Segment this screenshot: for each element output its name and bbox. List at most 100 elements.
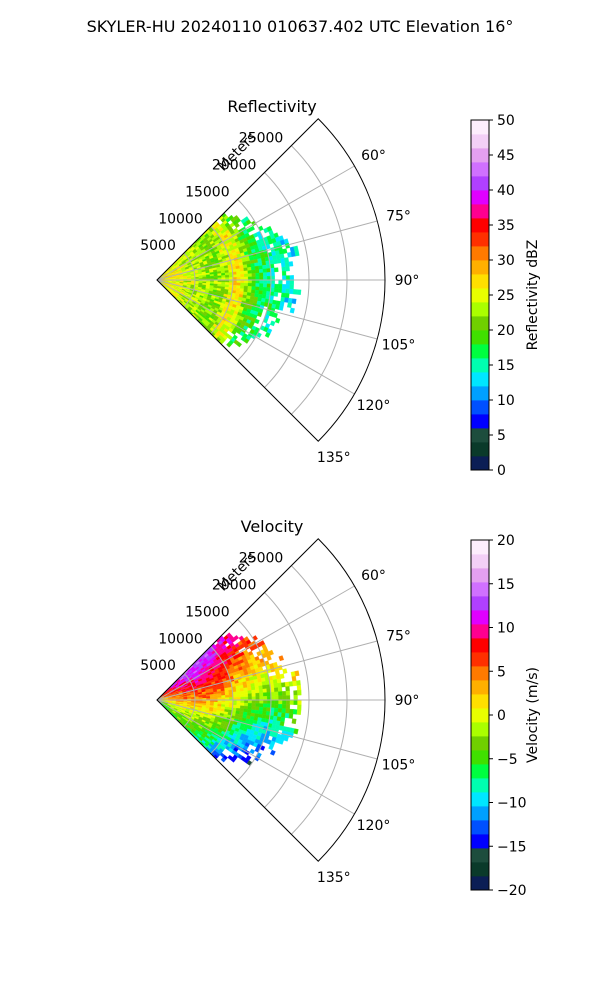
data-cell — [234, 222, 240, 229]
colorbar-swatch — [471, 246, 489, 261]
data-cell — [259, 279, 264, 284]
data-cell — [236, 705, 241, 709]
data-cell — [274, 699, 279, 705]
data-cell — [255, 699, 260, 704]
data-cell — [287, 302, 292, 308]
data-cell — [282, 699, 287, 705]
radial-tick-label: 10000 — [158, 631, 203, 647]
colorbar-swatch — [471, 190, 489, 205]
data-cell — [277, 687, 283, 692]
data-cell — [263, 272, 268, 277]
data-cell — [281, 712, 286, 718]
colorbar-swatch — [471, 344, 489, 359]
data-cell — [255, 283, 260, 288]
data-cell — [247, 266, 252, 271]
data-cell — [255, 706, 260, 711]
data-cell — [243, 687, 248, 692]
data-cell — [254, 709, 260, 715]
data-cell — [249, 225, 256, 232]
data-cell — [258, 265, 263, 270]
data-cell — [247, 686, 252, 691]
data-cell — [262, 287, 268, 292]
data-cell — [255, 692, 260, 697]
data-cell — [243, 270, 249, 275]
data-cell — [236, 691, 241, 695]
data-cell — [243, 285, 249, 290]
colorbar-swatch — [471, 750, 489, 765]
data-cell — [280, 716, 286, 723]
data-cell — [276, 716, 282, 722]
data-cell — [202, 696, 207, 699]
data-cell — [269, 320, 276, 327]
colorbar-swatch — [471, 456, 489, 471]
data-cell — [258, 268, 264, 274]
data-cell — [255, 703, 260, 708]
data-cell — [257, 312, 263, 318]
colorbar-swatch — [471, 148, 489, 163]
data-cell — [268, 649, 274, 656]
data-cell — [277, 708, 283, 713]
colorbar-swatch — [471, 666, 489, 681]
data-cell — [263, 703, 268, 708]
radial-tick-label: 25000 — [239, 131, 284, 147]
colorbar-swatch — [471, 400, 489, 415]
data-cell — [273, 711, 279, 717]
data-cell — [277, 288, 283, 293]
colorbar-tick-label: −15 — [497, 839, 527, 855]
data-cell — [257, 681, 263, 687]
data-cell — [276, 678, 282, 684]
data-cell — [279, 253, 285, 259]
data-cell — [230, 757, 236, 763]
data-cell — [236, 341, 243, 348]
colorbar-swatch — [471, 414, 489, 429]
colorbar-swatch — [471, 778, 489, 793]
data-cell — [289, 708, 294, 715]
data-cell — [225, 282, 230, 286]
colorbar-swatch — [471, 358, 489, 373]
colorbar-tick-label: 20 — [497, 323, 515, 339]
data-cell — [281, 284, 287, 289]
data-cell — [213, 693, 218, 697]
azimuth-spoke — [156, 585, 355, 701]
data-cell — [244, 693, 249, 698]
data-cell — [243, 690, 249, 695]
colorbar-tick-label: 0 — [497, 708, 506, 724]
data-cell — [278, 284, 283, 289]
data-cell — [296, 680, 301, 686]
data-cell — [258, 290, 263, 295]
data-cell — [217, 695, 222, 699]
azimuth-spoke — [156, 699, 378, 760]
data-cell — [276, 258, 282, 264]
data-cell — [284, 293, 290, 299]
colorbar-swatch — [471, 554, 489, 569]
data-cell — [255, 696, 260, 701]
data-cell — [293, 699, 298, 705]
azimuth-spoke — [156, 220, 378, 281]
colorbar-tick-label: 15 — [497, 358, 515, 374]
data-cell — [247, 270, 252, 274]
colorbar-tick-label: 50 — [497, 113, 515, 129]
data-cell — [250, 266, 256, 271]
data-cell — [250, 686, 256, 691]
data-cell — [254, 262, 259, 267]
data-cell — [282, 248, 288, 254]
data-cell — [240, 702, 245, 707]
data-cell — [293, 695, 298, 701]
colorbar-swatch — [471, 120, 489, 135]
colorbar-tick-label: 5 — [497, 664, 506, 680]
data-cell — [251, 283, 256, 287]
colorbar-tick-label: 45 — [497, 148, 515, 164]
data-cell — [289, 288, 294, 295]
data-cell — [217, 275, 222, 279]
colorbar-swatch — [471, 330, 489, 345]
data-cell — [297, 689, 302, 696]
data-cell — [266, 275, 272, 281]
colorbar-swatch — [471, 820, 489, 835]
colorbar-swatch — [471, 862, 489, 877]
colorbar-swatch — [471, 428, 489, 443]
data-cell — [262, 268, 268, 273]
data-cell — [240, 693, 245, 698]
theta-tick-label: 75° — [386, 628, 411, 644]
colorbar-swatch — [471, 232, 489, 247]
